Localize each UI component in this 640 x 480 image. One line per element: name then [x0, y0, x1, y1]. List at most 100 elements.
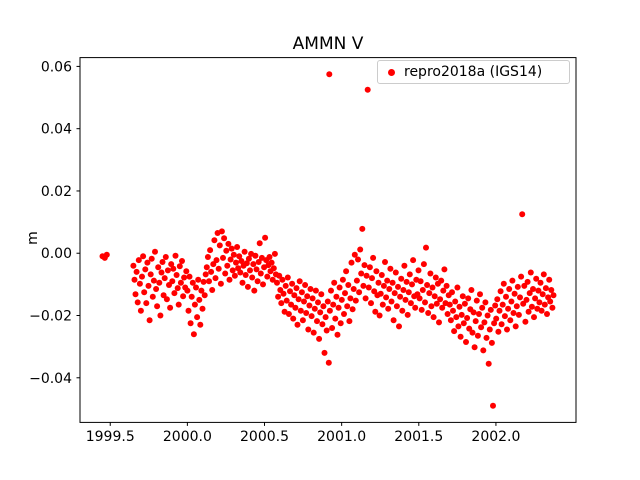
data-point — [499, 301, 506, 308]
data-point — [482, 299, 489, 306]
data-point — [464, 315, 471, 321]
data-point — [477, 291, 483, 298]
data-point — [385, 305, 392, 312]
y-tick-label: −0.02 — [29, 309, 72, 325]
data-point — [169, 278, 176, 285]
data-point — [332, 315, 339, 322]
data-point — [402, 296, 409, 303]
data-point — [494, 296, 501, 303]
data-point — [234, 244, 241, 250]
data-point — [303, 310, 310, 316]
axes-frame — [79, 57, 577, 423]
data-point — [180, 293, 187, 300]
data-point — [156, 279, 163, 286]
data-point — [247, 267, 253, 274]
data-point — [264, 273, 271, 280]
data-point — [164, 267, 171, 274]
data-point — [210, 261, 217, 268]
data-point — [461, 300, 468, 307]
data-point — [490, 402, 496, 409]
data-point — [175, 301, 182, 308]
data-point — [526, 290, 533, 297]
data-point — [351, 251, 358, 258]
data-point — [221, 235, 228, 242]
data-point — [137, 307, 144, 314]
data-point — [401, 262, 408, 269]
data-point — [206, 278, 212, 285]
data-point — [283, 297, 290, 304]
data-point — [355, 256, 361, 263]
data-point — [150, 277, 157, 284]
data-point — [134, 299, 141, 306]
data-point — [216, 242, 223, 249]
data-point — [331, 279, 338, 286]
data-point — [330, 301, 337, 308]
x-tick-label: 2001.0 — [317, 429, 366, 445]
y-tick-label: 0.04 — [41, 122, 72, 138]
y-axis-label: m — [24, 231, 41, 245]
data-point — [158, 269, 165, 276]
data-point — [439, 304, 446, 311]
data-point — [397, 293, 404, 300]
data-point — [301, 298, 307, 305]
data-point — [211, 237, 218, 244]
data-point — [370, 254, 377, 261]
data-point — [294, 321, 301, 328]
data-point — [492, 302, 499, 309]
data-point — [348, 259, 355, 266]
data-point — [463, 339, 469, 345]
data-point — [343, 268, 350, 275]
data-point — [190, 331, 197, 338]
data-point — [223, 247, 230, 254]
data-point — [145, 282, 152, 289]
data-point — [295, 296, 302, 303]
data-point — [321, 349, 328, 356]
data-point — [359, 225, 366, 232]
data-point — [391, 290, 398, 297]
data-point — [302, 282, 309, 288]
data-point — [306, 302, 313, 309]
data-point — [284, 274, 291, 281]
data-point — [311, 305, 318, 312]
data-point — [459, 293, 466, 300]
data-point — [304, 293, 311, 300]
data-point — [446, 301, 453, 308]
data-point — [417, 278, 424, 285]
data-point — [511, 290, 518, 297]
data-point — [392, 269, 399, 276]
data-point — [497, 288, 504, 295]
data-point — [333, 293, 340, 300]
data-point — [239, 279, 246, 286]
data-point — [528, 303, 535, 310]
data-point — [536, 299, 543, 306]
data-point — [153, 286, 160, 292]
data-point — [269, 276, 276, 283]
data-point — [538, 307, 545, 314]
data-point — [509, 277, 516, 284]
data-point — [393, 303, 400, 310]
data-point — [244, 283, 251, 290]
data-point — [396, 323, 402, 330]
data-point — [487, 306, 494, 313]
data-point — [345, 282, 352, 288]
data-point — [503, 293, 509, 300]
data-point — [430, 314, 437, 321]
data-point — [280, 290, 287, 297]
data-point — [159, 259, 166, 265]
data-point — [132, 291, 139, 298]
data-point — [409, 281, 415, 288]
data-point — [458, 311, 465, 318]
data-point — [146, 317, 153, 324]
data-point — [455, 323, 462, 330]
data-point — [427, 270, 434, 277]
data-point — [469, 329, 476, 336]
data-point — [136, 280, 143, 287]
data-point — [501, 313, 508, 320]
data-point — [325, 359, 332, 366]
data-point — [142, 266, 149, 273]
x-tick-label: 2001.5 — [394, 429, 443, 445]
data-point — [481, 319, 488, 326]
data-point — [227, 256, 234, 263]
chart-title: AMMN V — [292, 34, 364, 54]
